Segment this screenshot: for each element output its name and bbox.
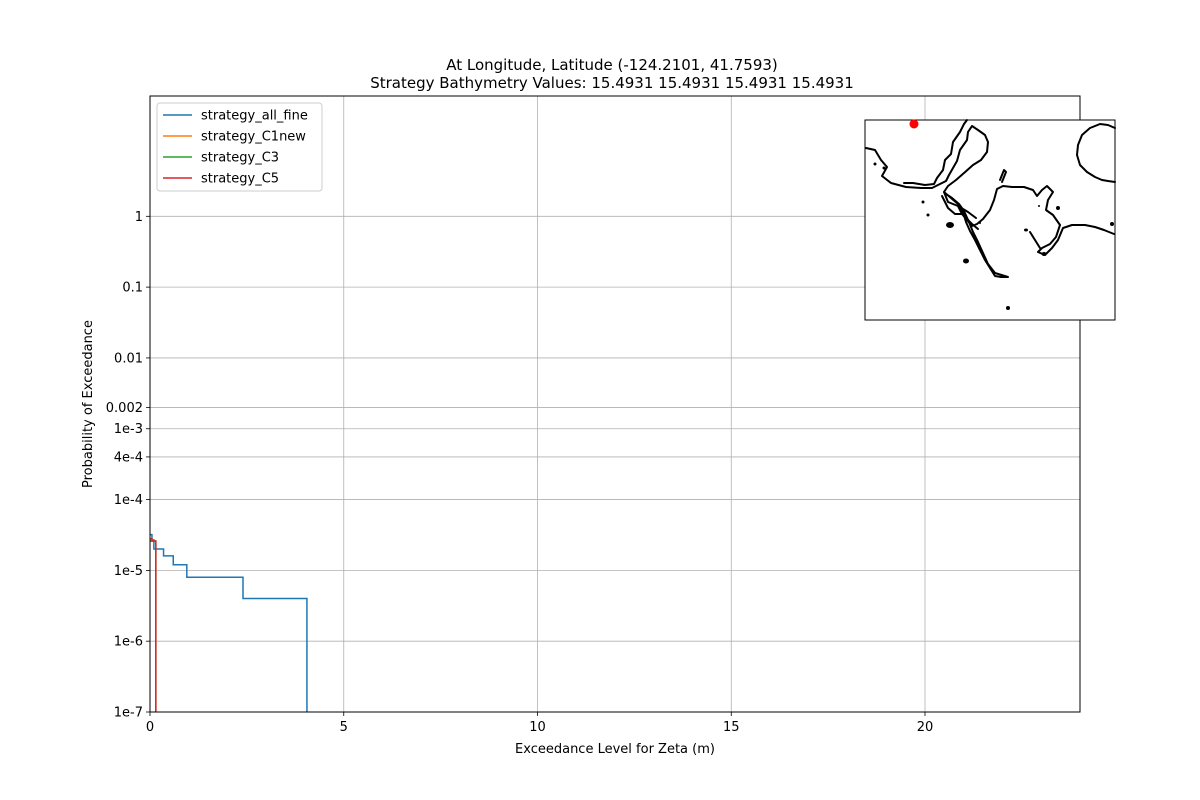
inset-islands bbox=[873, 162, 1114, 310]
legend-label-strategy-c1new: strategy_C1new bbox=[201, 130, 306, 145]
y-tick-label: 1e-5 bbox=[114, 564, 143, 579]
inset-coastline-channel bbox=[903, 119, 968, 186]
plot-frame bbox=[149, 95, 1081, 713]
inset-island bbox=[873, 162, 877, 166]
x-tick-label: 10 bbox=[529, 720, 546, 735]
chart-title-line-2: Strategy Bathymetry Values: 15.4931 15.4… bbox=[370, 74, 854, 92]
legend-label-strategy-all-fine: strategy_all_fine bbox=[201, 109, 308, 124]
inset-island bbox=[963, 258, 969, 264]
inset-coastline bbox=[865, 119, 1116, 278]
legend-label-strategy-c5: strategy_C5 bbox=[201, 172, 279, 187]
y-tick-label: 1e-7 bbox=[114, 706, 143, 721]
y-tick-label: 1e-3 bbox=[114, 422, 143, 437]
x-tick-label: 15 bbox=[723, 720, 740, 735]
chart-title-line-1: At Longitude, Latitude (-124.2101, 41.75… bbox=[446, 56, 778, 74]
inset-location-map bbox=[864, 119, 1116, 321]
inset-coastline-inlet bbox=[999, 169, 1007, 183]
inset-island bbox=[946, 222, 954, 228]
axis-ticks: 0 5 10 15 20 1 0.1 0.01 0.002 1e-3 4e-4 1e-4 1e-5 1e-… bbox=[106, 210, 933, 735]
legend-box bbox=[156, 102, 323, 192]
x-axis-label: Exceedance Level for Zeta (m) bbox=[515, 742, 715, 757]
inset-island bbox=[1024, 228, 1028, 232]
inset-island bbox=[1006, 306, 1010, 310]
inset-island bbox=[1110, 222, 1114, 226]
location-marker bbox=[909, 119, 919, 129]
y-tick-label: 0.1 bbox=[122, 281, 143, 296]
y-tick-label: 1e-4 bbox=[114, 493, 143, 508]
legend-label-strategy-c3: strategy_C3 bbox=[201, 151, 279, 166]
series-lines bbox=[150, 533, 308, 712]
inset-island bbox=[1056, 206, 1060, 210]
y-tick-label: 1 bbox=[135, 210, 143, 225]
inset-map-frame bbox=[864, 119, 1116, 321]
y-tick-label: 4e-4 bbox=[114, 450, 143, 465]
inset-island bbox=[1041, 252, 1047, 256]
legend: strategy_all_fine strategy_C1new strateg… bbox=[156, 102, 323, 192]
x-tick-label: 5 bbox=[340, 720, 348, 735]
y-tick-label: 1e-6 bbox=[114, 635, 143, 650]
x-tick-label: 0 bbox=[146, 720, 154, 735]
y-axis-label: Probability of Exceedance bbox=[81, 320, 96, 488]
y-tick-label: 0.002 bbox=[106, 401, 143, 416]
inset-island bbox=[921, 200, 925, 204]
inset-coastline-land-east bbox=[1076, 123, 1116, 183]
inset-coastline-bay bbox=[1029, 231, 1041, 249]
inset-island bbox=[979, 222, 981, 224]
inset-island bbox=[1038, 205, 1040, 207]
x-tick-label: 20 bbox=[917, 720, 934, 735]
inset-island bbox=[926, 213, 930, 217]
inset-island bbox=[882, 166, 886, 170]
inset-coastline-river bbox=[941, 195, 979, 230]
series-line-strategy-c5 bbox=[150, 537, 157, 712]
y-tick-label: 0.01 bbox=[114, 351, 143, 366]
